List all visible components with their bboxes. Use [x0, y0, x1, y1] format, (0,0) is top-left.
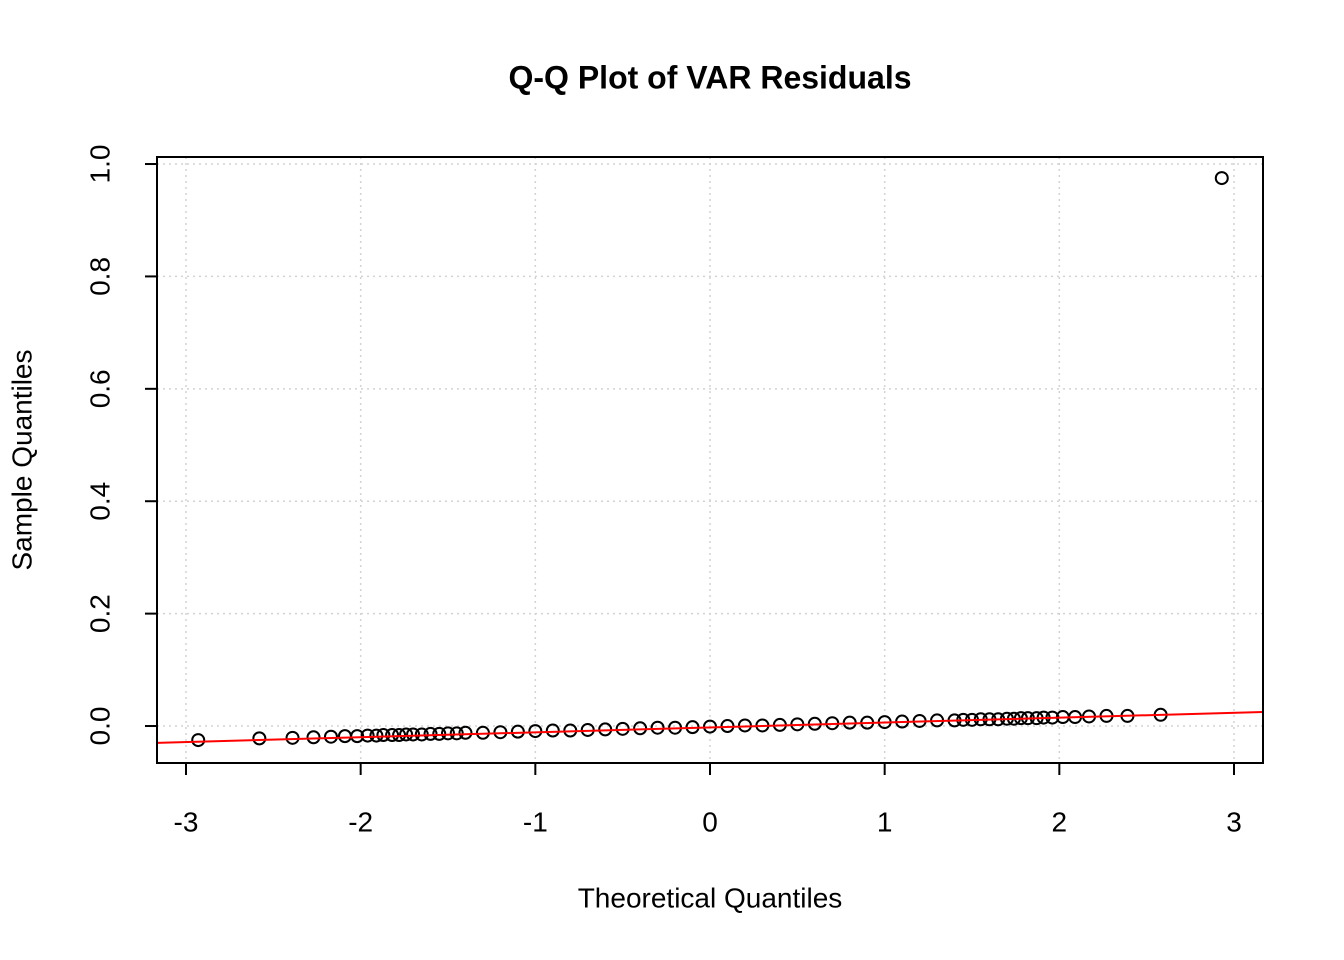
y-tick-label: 0.6: [84, 369, 115, 408]
point: [360, 728, 375, 743]
point: [337, 729, 352, 744]
y-axis-label: Sample Quantiles: [6, 349, 37, 570]
x-tick-label: 1: [877, 806, 893, 837]
point: [399, 727, 414, 742]
point: [449, 726, 464, 741]
plot-border: [156, 156, 1264, 764]
point: [458, 725, 473, 740]
point: [285, 730, 300, 745]
reference-line: [156, 710, 1264, 744]
x-tick-label: 2: [1052, 806, 1068, 837]
point: [369, 728, 384, 743]
x-tick-label: 0: [702, 806, 718, 837]
y-tick-label: 0.0: [84, 707, 115, 746]
y-tick-label: 1.0: [84, 145, 115, 184]
x-tick-label: -1: [523, 806, 548, 837]
y-tick-label: 0.2: [84, 594, 115, 633]
point: [510, 724, 525, 739]
point: [385, 728, 400, 743]
x-axis-label: Theoretical Quantiles: [578, 882, 843, 913]
point: [406, 727, 421, 742]
y-tick-label: 0.4: [84, 482, 115, 521]
point: [1214, 171, 1229, 186]
point: [252, 731, 267, 746]
x-tick-label: -2: [348, 806, 373, 837]
point: [650, 720, 665, 735]
point: [191, 733, 206, 748]
point: [376, 728, 391, 743]
y-tick-label: 0.8: [84, 257, 115, 296]
point: [323, 729, 338, 744]
x-tick-label: -3: [174, 806, 199, 837]
chart-title: Q-Q Plot of VAR Residuals: [509, 59, 912, 95]
point: [440, 726, 455, 741]
point: [423, 726, 438, 741]
point: [306, 730, 321, 745]
point: [528, 724, 543, 739]
point: [545, 723, 560, 738]
x-tick-label: 3: [1226, 806, 1242, 837]
